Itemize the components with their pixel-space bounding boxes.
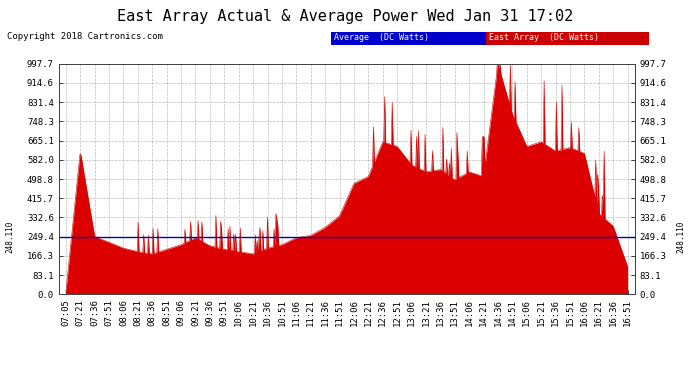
Text: East Array Actual & Average Power Wed Jan 31 17:02: East Array Actual & Average Power Wed Ja… [117, 9, 573, 24]
Text: East Array  (DC Watts): East Array (DC Watts) [489, 33, 599, 42]
Text: Copyright 2018 Cartronics.com: Copyright 2018 Cartronics.com [7, 32, 163, 41]
Text: 248.110: 248.110 [676, 221, 685, 253]
Text: 248.110: 248.110 [6, 221, 15, 253]
Text: Average  (DC Watts): Average (DC Watts) [334, 33, 429, 42]
